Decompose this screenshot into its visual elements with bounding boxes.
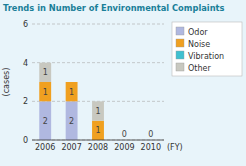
x-axis-label: (FY) [167,143,183,152]
grid-line [32,62,164,63]
legend-label: Noise [188,40,210,49]
legend-swatch [176,51,184,59]
x-tick-label: 2007 [61,143,81,152]
bar [39,82,51,101]
data-label: 1 [95,126,100,135]
x-tick-label: 2008 [88,143,108,152]
y-tick-label: 6 [23,20,28,29]
y-tick-label: 4 [23,59,28,68]
data-label: 1 [43,68,48,77]
x-tick-label: 2010 [141,143,161,152]
legend-frame [172,22,242,76]
chart: Trends in Number of Environmental Compla… [0,0,246,166]
legend-label: Vibration [188,52,224,61]
legend-swatch [176,27,184,35]
data-label: 1 [95,107,100,116]
bar [66,82,78,83]
x-tick-label: 2006 [35,143,55,152]
title: Trends in Number of Environmental Compla… [3,3,225,13]
grid-line [32,140,164,141]
bar [39,63,51,82]
data-label: 1 [43,88,48,97]
data-label: 1 [69,88,74,97]
bar [66,82,78,83]
data-label: 0 [148,130,153,139]
bar [66,82,78,101]
legend-label: Odor [188,28,208,37]
grid-line [32,24,164,25]
data-label: 0 [122,130,127,139]
x-tick-label: 2009 [114,143,134,152]
data-label: 2 [43,117,48,126]
y-tick-label: 2 [23,97,28,106]
bar [92,121,104,140]
legend-swatch [176,63,184,71]
data-label: 2 [69,117,74,126]
bar [39,101,51,140]
bars [39,63,104,140]
y-tick-label: 0 [23,136,28,145]
bar [92,101,104,120]
x-axis-line [32,140,164,141]
legend-label: Other [188,64,211,73]
y-axis-label: (cases) [2,68,11,97]
bar [66,101,78,140]
legend-swatch [176,39,184,47]
legend: Odor Noise Vibration Other [172,22,242,76]
